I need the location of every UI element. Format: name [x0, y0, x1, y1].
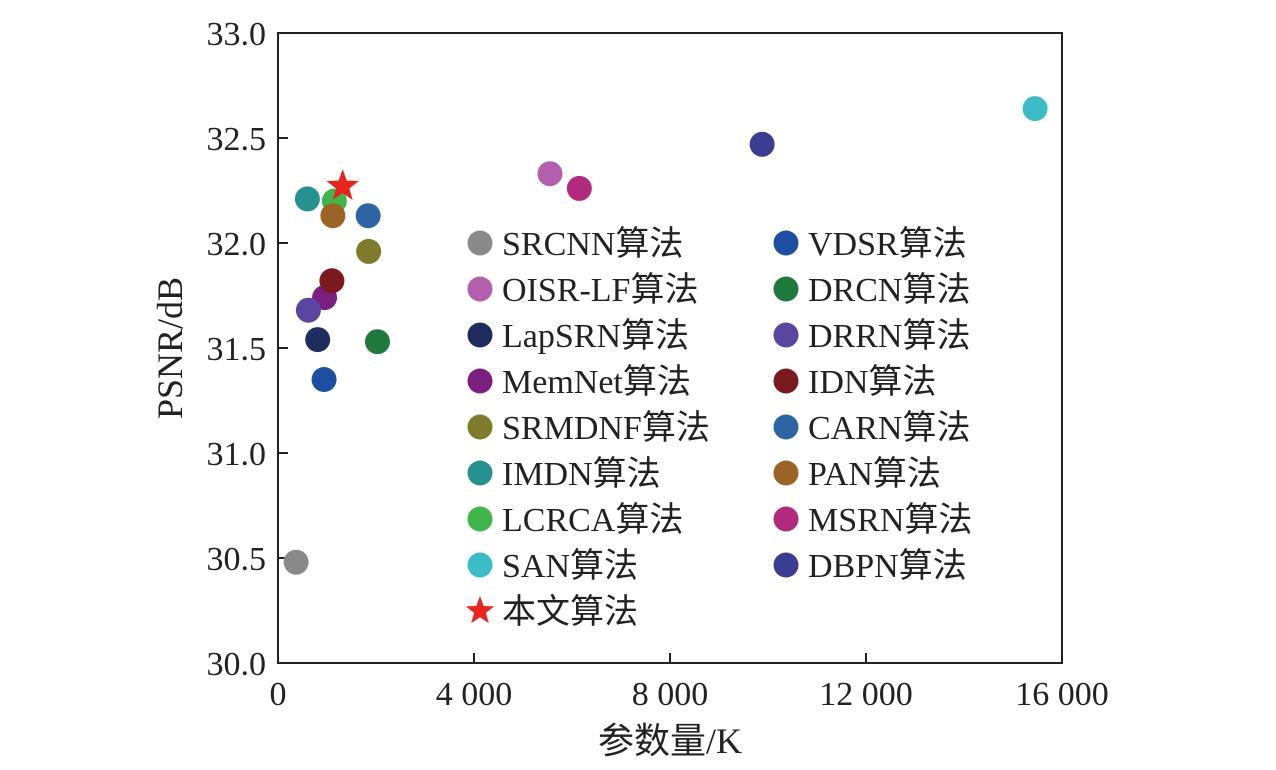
legend-marker [467, 460, 493, 486]
data-points [283, 96, 1048, 575]
legend-label: OISR-LF算法 [502, 271, 698, 309]
y-tick-label: 30.0 [207, 646, 267, 683]
axes: 0 4 000 8 000 12 000 16 000 30.0 30.5 31.0 31.5 3… [207, 16, 1109, 713]
legend-marker [773, 368, 799, 394]
data-point-srmdnf [356, 238, 382, 264]
data-point-drrn [295, 297, 321, 323]
legend-marker [773, 230, 799, 256]
legend-marker [467, 368, 493, 394]
x-tick-label: 16 000 [1015, 676, 1109, 713]
legend-marker [773, 322, 799, 348]
legend-marker [467, 506, 493, 532]
legend-marker [467, 230, 493, 256]
y-tick-label: 31.5 [207, 331, 267, 368]
data-point-srcnn [283, 549, 309, 575]
data-point-carn [355, 203, 381, 229]
legend-label: SRCNN算法 [502, 225, 683, 263]
x-tick-label: 8 000 [632, 676, 709, 713]
legend-marker [467, 322, 493, 348]
legend-label: LCRCA算法 [502, 501, 683, 539]
legend-label: LapSRN算法 [502, 317, 689, 355]
y-tick-label: 32.0 [207, 226, 267, 263]
legend-label: IDN算法 [808, 363, 936, 401]
data-point-dbpn [749, 131, 775, 157]
legend-label: IMDN算法 [502, 455, 661, 493]
data-point-lapsrn [305, 327, 331, 353]
legend-label: VDSR算法 [808, 225, 967, 263]
x-axis-title: 参数量/K [598, 721, 742, 761]
legend-label: DBPN算法 [808, 547, 967, 585]
legend-marker [773, 506, 799, 532]
data-point-vdsr [311, 367, 337, 392]
legend-label: MSRN算法 [808, 501, 972, 539]
data-point-star-ours [326, 169, 359, 201]
data-point-san [1022, 96, 1048, 122]
legend-label: MemNet算法 [502, 363, 691, 401]
x-tick-label: 4 000 [436, 676, 513, 713]
legend-marker [467, 276, 493, 302]
y-tick-label: 33.0 [207, 16, 267, 53]
legend-label: DRRN算法 [808, 317, 970, 355]
data-point-oisr-lf [537, 161, 563, 187]
data-point-drcn [364, 329, 390, 355]
legend: SRCNN算法 OISR-LF算法 LapSRN算法 MemNet算法 SRMDNF算法… [465, 225, 972, 631]
y-tick-label: 31.0 [207, 436, 267, 473]
y-axis-title: PSNR/dB [150, 277, 190, 419]
legend-marker [467, 414, 493, 440]
legend-marker [773, 552, 799, 578]
legend-marker [773, 276, 799, 302]
y-tick-label: 32.5 [207, 121, 267, 158]
y-tick-label: 30.5 [207, 541, 267, 578]
x-tick-label: 12 000 [819, 676, 913, 713]
legend-label: PAN算法 [808, 455, 941, 493]
legend-marker [467, 552, 493, 578]
data-point-pan [320, 203, 346, 229]
legend-marker [773, 460, 799, 486]
legend-label: 本文算法 [502, 593, 638, 631]
data-point-idn [319, 268, 345, 294]
data-point-msrn [566, 175, 592, 201]
x-tick-label: 0 [270, 676, 287, 713]
legend-label: SAN算法 [502, 547, 638, 585]
legend-marker-star [465, 596, 495, 624]
data-point-imdn [294, 186, 320, 212]
legend-label: CARN算法 [808, 409, 970, 447]
legend-label: DRCN算法 [808, 271, 970, 309]
legend-label: SRMDNF算法 [502, 409, 710, 447]
legend-marker [773, 414, 799, 440]
